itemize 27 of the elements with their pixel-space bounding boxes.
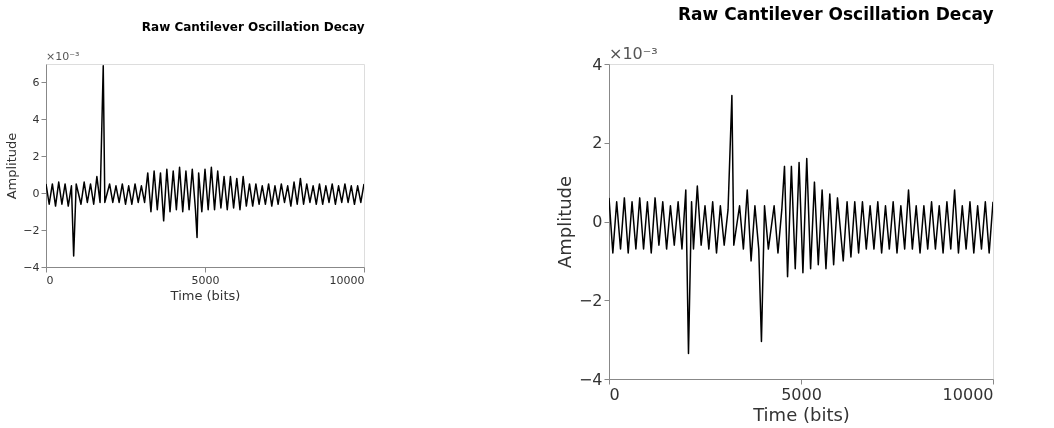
line-series xyxy=(609,94,993,355)
y-tick-label: 6 xyxy=(32,75,40,89)
y-tick-label: 0 xyxy=(32,186,40,200)
x-tick-label: 5000 xyxy=(191,273,220,287)
y-tick-label: 2 xyxy=(32,149,40,163)
x-tick-label: 10000 xyxy=(329,273,365,287)
x-tick-label: 0 xyxy=(46,273,54,287)
y-tick-label: 4 xyxy=(32,112,40,126)
y-axis-title: Amplitude xyxy=(4,132,20,200)
chart-title: Raw Cantilever Oscillation Decay xyxy=(678,4,994,24)
y-tick-label: 0 xyxy=(592,212,603,231)
y-tick-label: −4 xyxy=(578,369,603,389)
y-axis-title: Amplitude xyxy=(553,175,575,269)
line-series xyxy=(46,65,364,257)
y-tick-label: 2 xyxy=(592,133,603,153)
y-tick-label: 4 xyxy=(592,54,603,74)
x-axis-title: Time (bits) xyxy=(752,403,850,425)
x-tick-label: 10000 xyxy=(942,384,994,404)
x-tick-label: 0 xyxy=(609,384,620,404)
y-tick-label: −4 xyxy=(23,260,40,274)
chart-title: Raw Cantilever Oscillation Decay xyxy=(141,20,365,34)
x-axis-title: Time (bits) xyxy=(169,287,241,303)
y-tick-label: −2 xyxy=(23,223,40,237)
text: ×10⁻³ xyxy=(609,44,658,63)
y-tick-label: −2 xyxy=(578,290,603,310)
x-tick-label: 5000 xyxy=(781,384,822,404)
text: ×10⁻³ xyxy=(46,50,80,63)
